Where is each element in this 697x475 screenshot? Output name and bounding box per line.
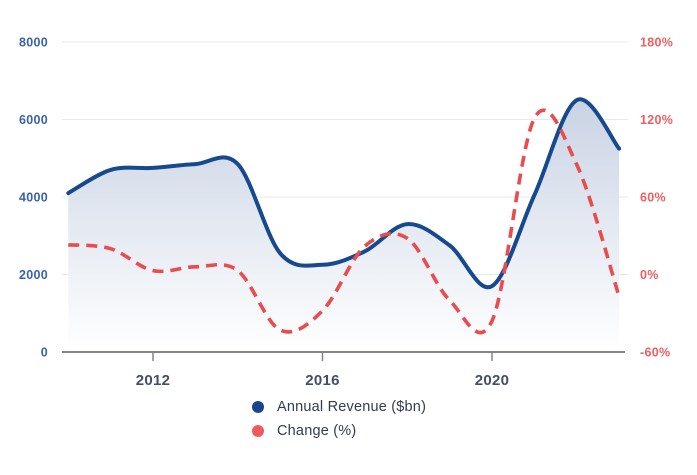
left-axis-label: 8000 [19,35,48,49]
change-dashed-line [68,108,621,335]
left-axis-label: 0 [41,345,48,359]
legend-dot-change-icon [252,425,264,437]
left-axis-label: 4000 [19,190,48,204]
right-axis-label: 120% [640,113,673,127]
right-axis-label: 180% [640,35,673,49]
x-axis-label: 2016 [305,372,340,389]
chart-legend: Annual Revenue ($bn) Change (%) [252,399,426,439]
left-axis-label: 6000 [19,113,48,127]
right-axis-label: 0% [640,268,659,282]
legend-label-annual-revenue: Annual Revenue ($bn) [277,399,427,415]
left-axis-label: 2000 [19,268,48,282]
x-axis-label: 2020 [475,372,510,389]
x-axis-label: 2012 [136,372,171,389]
legend-item-annual-revenue: Annual Revenue ($bn) [252,399,426,415]
right-axis-label: -60% [640,345,670,359]
legend-item-change: Change (%) [252,423,426,439]
right-axis-label: 60% [640,190,666,204]
legend-label-change: Change (%) [277,423,357,439]
legend-dot-annual-revenue-icon [252,401,264,413]
revenue-area-fill [68,99,620,353]
